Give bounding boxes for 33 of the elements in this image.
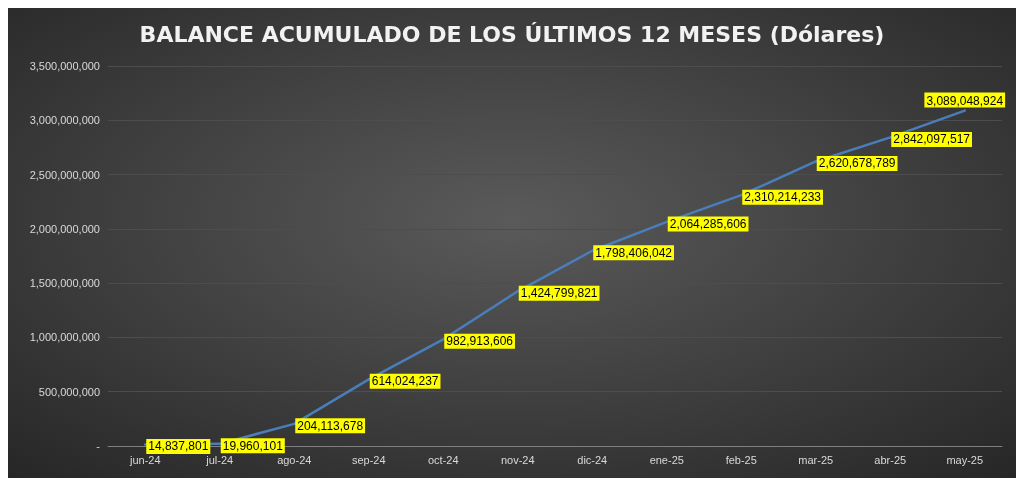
x-tick-label: oct-24	[427, 453, 459, 466]
data-label: 204,113,678	[297, 418, 364, 433]
chart-title: BALANCE ACUMULADO DE LOS ÚLTIMOS 12 MESES (Dólares)	[139, 21, 885, 47]
data-label: 1,424,799,821	[520, 286, 598, 301]
data-label: 1,798,406,042	[595, 245, 673, 260]
data-label: 2,064,285,606	[669, 216, 747, 231]
data-label: 2,842,097,517	[893, 132, 971, 147]
data-label: 3,089,048,924	[926, 93, 1004, 108]
x-tick-label: mar-25	[798, 453, 834, 466]
x-tick-label: may-25	[946, 453, 984, 466]
y-tick-label: 3,500,000,000	[29, 60, 100, 72]
y-tick-label: 1,000,000,000	[29, 331, 100, 344]
y-tick-label: 500,000,000	[38, 385, 100, 398]
x-tick-label: dic-24	[577, 453, 608, 466]
y-tick-label: 3,000,000,000	[29, 114, 100, 127]
data-label: 2,310,214,233	[744, 190, 822, 205]
y-tick-label: 2,500,000,000	[29, 168, 100, 181]
x-tick-label: feb-25	[725, 453, 757, 466]
y-tick-label: 1,500,000,000	[29, 277, 100, 290]
data-label: 614,024,237	[371, 374, 439, 389]
data-label: 2,620,678,789	[818, 156, 896, 171]
x-tick-label: jul-24	[205, 453, 234, 466]
x-tick-label: abr-25	[874, 453, 907, 466]
x-tick-label: ago-24	[277, 453, 312, 466]
x-tick-label: jun-24	[128, 453, 161, 466]
x-tick-label: ene-25	[649, 453, 684, 466]
y-tick-label: -	[96, 440, 101, 452]
data-label: 19,960,101	[222, 438, 284, 453]
x-tick-label: sep-24	[351, 453, 386, 466]
data-label: 982,913,606	[446, 334, 514, 349]
data-label: 14,837,801	[148, 439, 209, 454]
x-tick-label: nov-24	[500, 453, 535, 466]
y-tick-label: 2,000,000,000	[29, 222, 100, 235]
